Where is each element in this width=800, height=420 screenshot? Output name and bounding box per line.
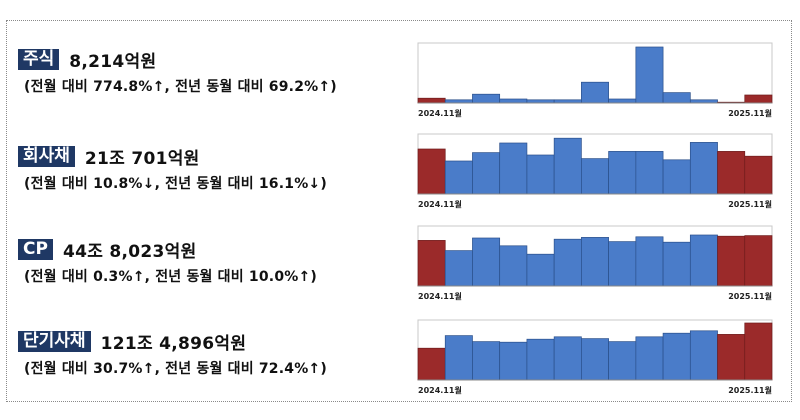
bar-6: [581, 338, 609, 381]
bar-7: [608, 98, 637, 104]
bar-1: [444, 160, 473, 195]
x-tick-start: 2024.11월: [418, 108, 462, 118]
amount-cp: 44조 8,023억원: [62, 241, 197, 262]
content-frame: [6, 20, 792, 402]
bar-0: [417, 148, 446, 195]
bar-7: [608, 151, 637, 195]
bar-9: [662, 332, 691, 381]
bar-10: [689, 330, 718, 381]
change-stock: (전월 대비 774.8%↑, 전년 동월 대비 69.2%↑): [24, 79, 337, 95]
bar-11: [717, 235, 746, 287]
x-tick-end: 2025.11월: [728, 291, 772, 301]
bar-12: [744, 235, 773, 287]
x-tick-start: 2024.11월: [418, 385, 462, 395]
bar-5: [553, 137, 582, 195]
bar-5: [553, 336, 582, 381]
row-cp: CP 44조 8,023억원 (전월 대비 0.3%↑, 전년 동월 대비 10…: [0, 225, 800, 328]
bar-8: [635, 236, 664, 287]
row-stock: 주식 8,214억원 (전월 대비 774.8%↑, 전년 동월 대비 69.2…: [0, 42, 800, 138]
bar-8: [635, 336, 664, 381]
bar-2: [472, 341, 501, 381]
change-corporate-bond: (전월 대비 10.8%↓, 전년 동월 대비 16.1%↓): [24, 176, 327, 192]
bar-10: [689, 234, 718, 287]
bar-1: [444, 250, 473, 287]
bar-0: [417, 97, 446, 104]
chart-short-term-bond: 2024.11월 2025.11월: [410, 318, 775, 398]
chart-stock: 2024.11월 2025.11월: [410, 41, 775, 121]
bar-11: [717, 334, 746, 381]
x-tick-end: 2025.11월: [728, 199, 772, 209]
chart-corporate-bond-svg: 2024.11월 2025.11월: [417, 133, 773, 209]
bar-12: [744, 155, 773, 195]
row-corporate-bond: 회사채 21조 701억원 (전월 대비 10.8%↓, 전년 동월 대비 16…: [0, 133, 800, 235]
bar-6: [581, 81, 609, 104]
bar-3: [499, 98, 528, 104]
bar-9: [662, 241, 691, 287]
bar-8: [635, 46, 664, 104]
bar-4: [526, 154, 555, 195]
bar-1: [444, 335, 473, 381]
change-cp: (전월 대비 0.3%↑, 전년 동월 대비 10.0%↑): [24, 269, 318, 285]
badge-short-term-bond: 단기사채: [18, 330, 91, 352]
bar-3: [499, 245, 528, 287]
bar-6: [581, 158, 609, 195]
row-short-term-bond: 단기사채 121조 4,896억원 (전월 대비 30.7%↑, 전년 동월 대…: [0, 319, 800, 420]
bar-7: [608, 341, 637, 381]
bar-11: [717, 151, 746, 195]
chart-short-term-bond-svg: 2024.11월 2025.11월: [417, 319, 773, 395]
x-tick-start: 2024.11월: [418, 291, 462, 301]
bar-12: [744, 322, 773, 381]
badge-corporate-bond: 회사채: [18, 145, 75, 167]
bar-7: [608, 241, 637, 287]
chart-cp-svg: 2024.11월 2025.11월: [417, 225, 773, 301]
bar-4: [526, 338, 555, 381]
badge-cp: CP: [18, 238, 53, 260]
chart-stock-svg: 2024.11월 2025.11월: [417, 42, 773, 118]
x-tick-end: 2025.11월: [728, 108, 772, 118]
bar-5: [553, 238, 582, 287]
bar-3: [499, 142, 528, 195]
bar-2: [472, 93, 501, 104]
bar-8: [635, 151, 664, 195]
bar-2: [472, 237, 501, 287]
x-tick-end: 2025.11월: [728, 385, 772, 395]
amount-corporate-bond: 21조 701억원: [84, 148, 200, 169]
amount-short-term-bond: 121조 4,896억원: [100, 333, 247, 354]
badge-stock: 주식: [18, 48, 60, 70]
bar-0: [417, 240, 446, 287]
bar-2: [472, 152, 501, 195]
bar-4: [526, 253, 555, 287]
bar-9: [662, 159, 691, 195]
bar-10: [689, 142, 718, 195]
bar-9: [662, 92, 691, 104]
chart-cp: 2024.11월 2025.11월: [410, 224, 775, 304]
bar-3: [499, 341, 528, 381]
bar-6: [581, 237, 609, 287]
bar-0: [417, 347, 446, 381]
bar-12: [744, 94, 773, 104]
x-tick-start: 2024.11월: [418, 199, 462, 209]
amount-stock: 8,214억원: [69, 51, 157, 72]
chart-corporate-bond: 2024.11월 2025.11월: [410, 132, 775, 212]
change-short-term-bond: (전월 대비 30.7%↑, 전년 동월 대비 72.4%↑): [24, 361, 327, 377]
